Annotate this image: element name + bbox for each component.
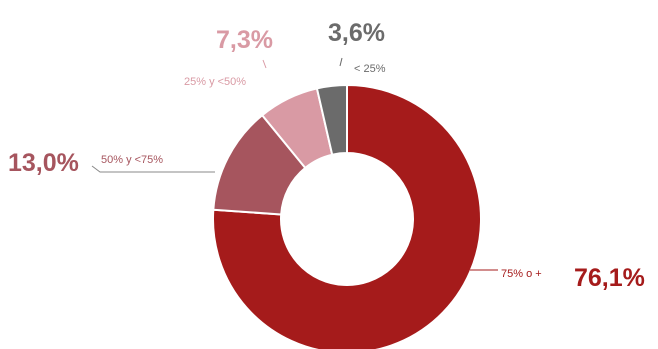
value-label-3: 3,6%: [328, 19, 385, 47]
leader-lines: [91, 57, 498, 271]
category-label-3: < 25%: [354, 63, 386, 75]
category-label-0: 75% o +: [501, 268, 542, 280]
value-label-1: 13,0%: [8, 149, 79, 177]
category-label-1: 50% y <75%: [101, 154, 163, 166]
donut-slice-0: [212, 83, 482, 349]
category-label-2: 25% y <50%: [184, 76, 246, 88]
donut-slices: [212, 83, 482, 349]
leader-line-1: [91, 165, 215, 173]
value-label-0: 76,1%: [574, 264, 645, 292]
donut-slice-3: [315, 83, 348, 156]
leader-line-3: [339, 57, 343, 67]
leader-line-2: [262, 59, 267, 69]
value-label-2: 7,3%: [216, 26, 273, 54]
